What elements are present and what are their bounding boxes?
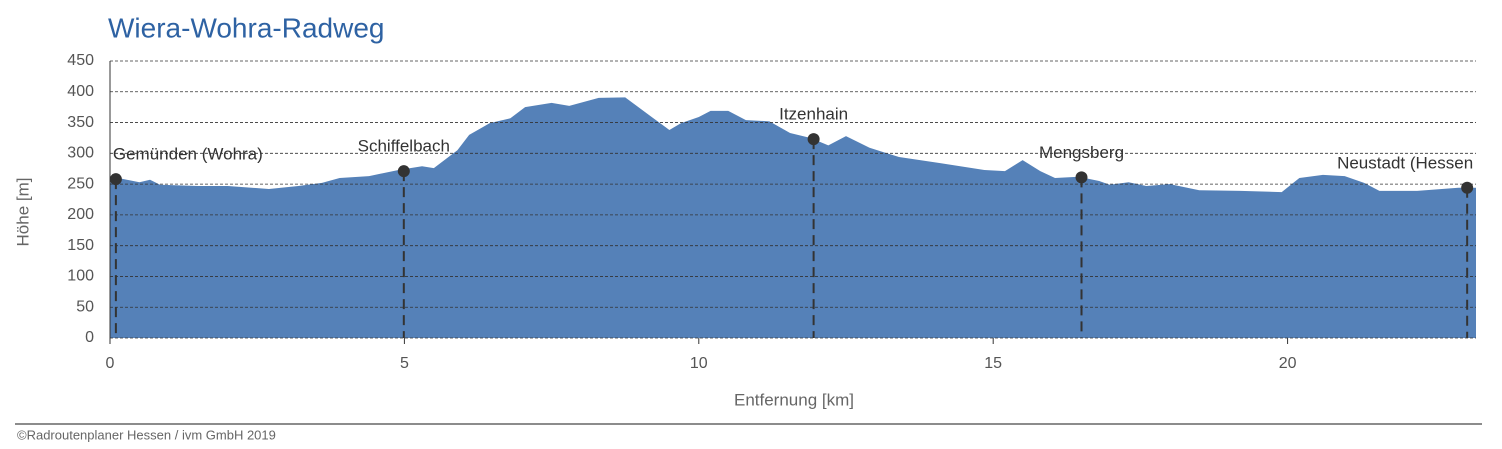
marker-point xyxy=(1075,171,1088,184)
marker-point xyxy=(109,173,122,186)
x-axis-label: Entfernung [km] xyxy=(734,390,854,409)
elevation-area xyxy=(110,97,1476,338)
marker-label: Neustadt (Hessen xyxy=(1337,153,1473,172)
y-tick-label: 450 xyxy=(67,52,94,69)
marker-label: Schiffelbach xyxy=(358,137,450,156)
y-axis-label: Höhe [m] xyxy=(13,178,32,247)
x-tick-label: 20 xyxy=(1279,355,1297,372)
y-tick-label: 300 xyxy=(67,145,94,162)
chart-title: Wiera-Wohra-Radweg xyxy=(108,12,384,43)
y-tick-label: 150 xyxy=(67,237,94,254)
marker-label: Mengsberg xyxy=(1039,143,1124,162)
y-tick-label: 400 xyxy=(67,83,94,100)
marker-point xyxy=(397,165,410,178)
y-tick-label: 350 xyxy=(67,114,94,131)
y-tick-label: 200 xyxy=(67,206,94,223)
y-tick-label: 100 xyxy=(67,268,94,285)
x-tick-label: 5 xyxy=(400,355,409,372)
y-tick-label: 0 xyxy=(85,329,94,346)
source-note: ©Radroutenplaner Hessen / ivm GmbH 2019 xyxy=(17,427,276,442)
x-tick-label: 15 xyxy=(984,355,1002,372)
x-tick-label: 10 xyxy=(690,355,708,372)
marker-point xyxy=(1461,181,1474,194)
marker-label: Gemünden (Wohra) xyxy=(113,145,263,164)
y-tick-label: 250 xyxy=(67,175,94,192)
x-tick-label: 0 xyxy=(106,355,115,372)
y-tick-label: 50 xyxy=(76,298,94,315)
marker-point xyxy=(807,133,820,146)
marker-label: Itzenhain xyxy=(779,105,848,124)
